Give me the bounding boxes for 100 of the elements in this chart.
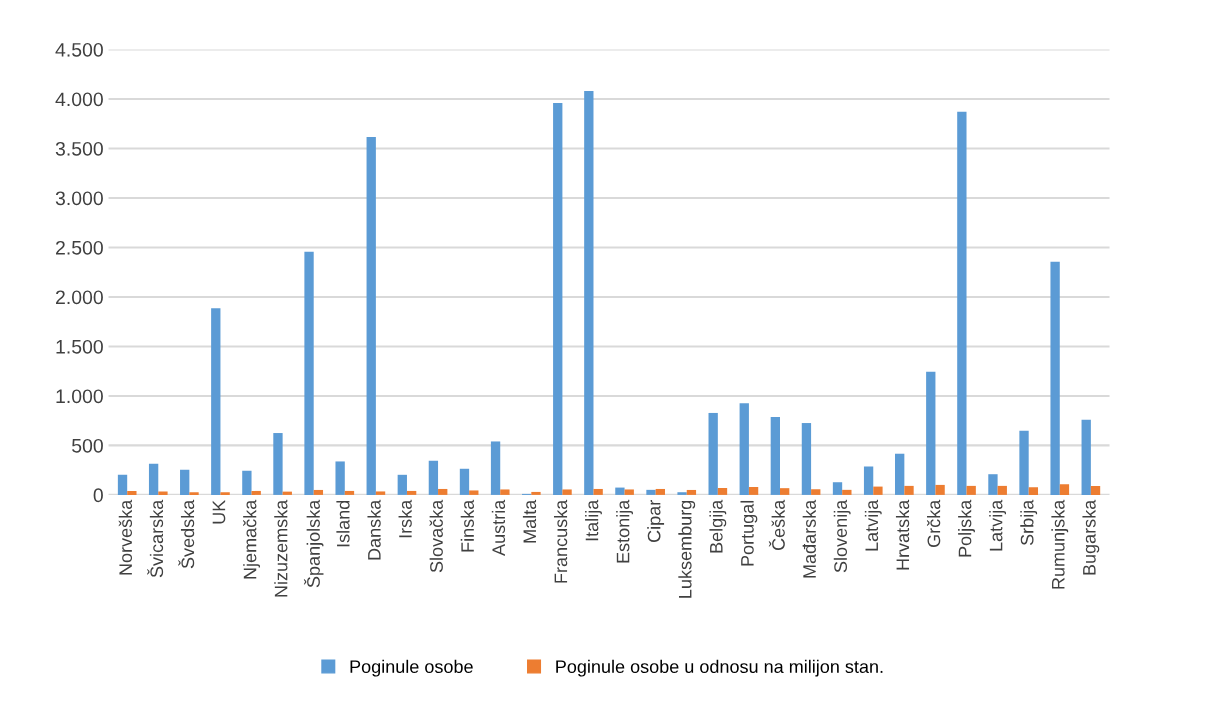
bar bbox=[531, 491, 541, 495]
x-tick-label: Norveška bbox=[118, 499, 133, 575]
x-tick-label: UK bbox=[212, 499, 226, 524]
bar bbox=[189, 492, 199, 495]
bar bbox=[273, 433, 283, 495]
bar bbox=[780, 488, 790, 495]
y-tick-label: 500 bbox=[72, 438, 103, 453]
y-tick-label: 4.500 bbox=[55, 42, 103, 57]
bar bbox=[988, 474, 998, 495]
bar bbox=[801, 423, 812, 495]
bar bbox=[811, 489, 821, 495]
bar bbox=[966, 485, 976, 495]
bar bbox=[127, 490, 137, 495]
bar bbox=[895, 453, 905, 495]
x-tick-label: Bugarska bbox=[1082, 499, 1100, 575]
y-tick-label: 4.000 bbox=[55, 92, 103, 107]
x-tick-label: Španjolska bbox=[303, 499, 324, 588]
bar bbox=[1090, 485, 1101, 495]
x-tick-label: Island bbox=[336, 500, 350, 547]
bar bbox=[562, 489, 572, 495]
y-tick-label: 1.000 bbox=[56, 389, 103, 404]
x-tick-label: Portugal bbox=[740, 500, 758, 566]
bar bbox=[220, 492, 230, 495]
x-tick-label: Njemačka bbox=[243, 499, 260, 579]
x-tick-label: Rumunjska bbox=[1051, 499, 1069, 589]
bar bbox=[117, 474, 128, 495]
bar bbox=[158, 491, 168, 495]
legend-label: Poginule osobe u odnosu na milijon stan. bbox=[556, 659, 883, 677]
bar bbox=[904, 485, 914, 495]
x-tick-label: Slovenija bbox=[833, 499, 851, 573]
x-tick-label: Italija bbox=[585, 499, 602, 541]
bar bbox=[304, 251, 314, 495]
bar bbox=[708, 412, 718, 495]
bar bbox=[677, 492, 687, 495]
x-tick-label: Poljska bbox=[958, 499, 975, 557]
bar bbox=[282, 491, 292, 495]
bar bbox=[313, 489, 324, 495]
bar bbox=[397, 474, 407, 495]
bar bbox=[366, 137, 376, 495]
bar bbox=[1059, 484, 1070, 495]
y-tick-label: 3.000 bbox=[55, 191, 103, 206]
bar bbox=[469, 490, 479, 495]
x-tick-label: Belgija bbox=[709, 499, 727, 553]
bar bbox=[717, 487, 728, 495]
x-tick-label: Srbija bbox=[1020, 499, 1038, 546]
x-tick-label: Luksemburg bbox=[678, 500, 696, 598]
bar bbox=[646, 489, 656, 495]
y-tick-label: 0 bbox=[93, 488, 103, 503]
bar bbox=[148, 463, 159, 495]
bar bbox=[997, 485, 1007, 495]
bar bbox=[863, 466, 874, 495]
x-tick-label: Mađarska bbox=[802, 499, 816, 578]
bar bbox=[624, 489, 634, 495]
bar bbox=[553, 103, 563, 495]
bar bbox=[1019, 430, 1029, 495]
x-tick-label: Danska bbox=[367, 499, 381, 560]
x-tick-label: Slovačka bbox=[429, 499, 443, 573]
bar bbox=[873, 486, 883, 495]
bar bbox=[686, 489, 697, 495]
bar bbox=[615, 487, 625, 495]
x-tick-label: Cipar bbox=[647, 500, 665, 542]
bar bbox=[375, 491, 386, 495]
legend-label: Poginule osobe bbox=[350, 659, 473, 677]
bar bbox=[438, 488, 448, 495]
x-tick-label: Irska bbox=[398, 499, 412, 538]
bar bbox=[335, 461, 345, 495]
bar bbox=[428, 460, 439, 495]
bar bbox=[957, 111, 967, 495]
x-tick-label: Latvija bbox=[989, 499, 1007, 551]
x-tick-label: Švedska bbox=[178, 499, 195, 569]
y-tick-label: 2.000 bbox=[56, 290, 103, 305]
bar bbox=[251, 490, 261, 495]
bar bbox=[832, 482, 843, 495]
bar bbox=[500, 489, 510, 495]
bar bbox=[584, 90, 594, 495]
bar bbox=[842, 489, 852, 495]
x-tick-label: Francuska bbox=[553, 499, 568, 583]
y-tick-label: 2.500 bbox=[56, 240, 103, 255]
bar bbox=[211, 308, 221, 495]
bar bbox=[926, 371, 936, 495]
bar bbox=[935, 484, 945, 495]
bar bbox=[1028, 487, 1039, 495]
bar bbox=[242, 470, 252, 495]
bar bbox=[406, 490, 417, 495]
y-tick-label: 1.500 bbox=[56, 339, 103, 354]
x-tick-label: Latvija bbox=[864, 499, 882, 551]
x-tick-label: Grčka bbox=[926, 499, 941, 547]
x-tick-label: Malta bbox=[522, 499, 537, 543]
bar bbox=[1081, 419, 1091, 495]
bar bbox=[1050, 261, 1060, 495]
y-tick-label: 3.500 bbox=[55, 141, 103, 156]
x-tick-label: Hrvatska bbox=[895, 499, 910, 570]
x-tick-label: Nizuzemska bbox=[274, 499, 288, 597]
x-tick-label: Austria bbox=[491, 499, 506, 556]
bar bbox=[655, 488, 665, 495]
x-tick-label: Češka bbox=[768, 499, 785, 551]
bar bbox=[770, 417, 780, 495]
bar bbox=[490, 441, 501, 495]
bar bbox=[739, 403, 749, 495]
bar bbox=[180, 469, 190, 495]
